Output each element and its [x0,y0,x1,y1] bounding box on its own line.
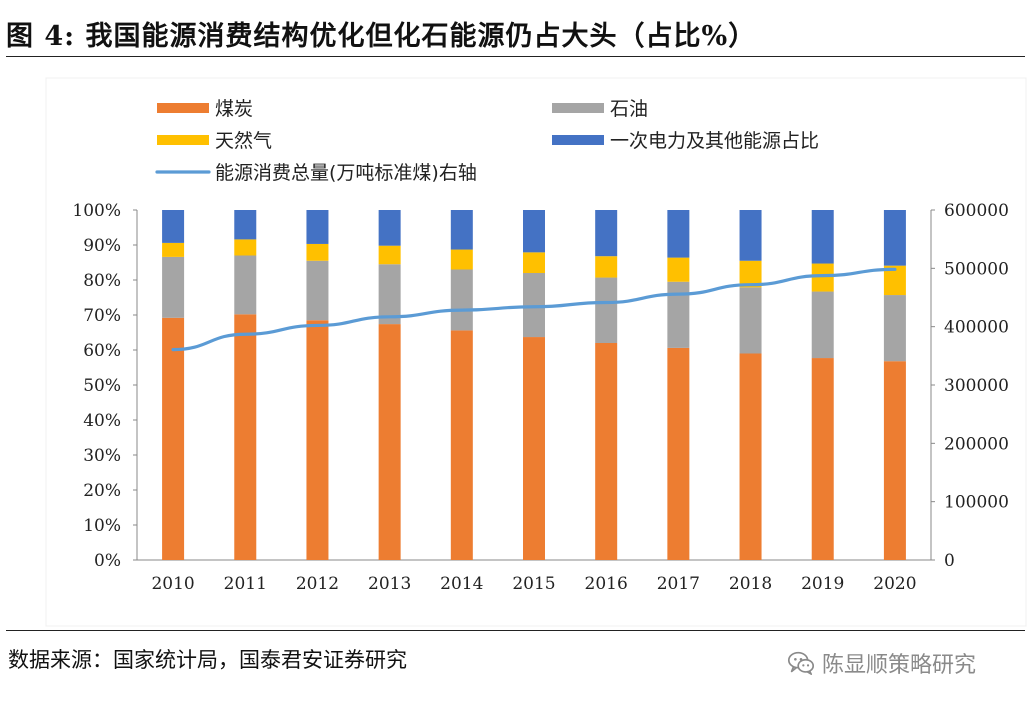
line-series-energy-consumption [171,267,897,352]
x-tick-label: 2014 [440,574,483,594]
y-right-tick-label: 200000 [944,434,1009,454]
bar-segment [595,277,618,343]
y-right-tick-label: 400000 [944,318,1009,338]
bar-segment [595,343,618,560]
bar-segment [811,263,834,292]
bar-segment [378,210,401,246]
y-left-tick-label: 10% [83,516,121,536]
bar-segment [450,249,473,270]
y-left-tick-label: 100% [72,201,121,221]
chart-area: 0% 10% 20% 30% 40% 50% 60% 70% 80% 90% 100% 0 100000… [0,60,1029,628]
bar-segment [162,256,185,318]
bar-segment [234,314,257,560]
legend-swatch [552,135,604,145]
bar-segment [523,252,545,273]
bar-segment [523,210,545,253]
x-tick-label: 2018 [729,574,772,594]
bar-segment [811,358,834,560]
bar-segment [883,210,906,266]
x-tick-label: 2011 [224,574,267,594]
bottom-rule [6,630,1025,631]
bar-segment [306,210,329,244]
bar-segment [450,269,473,331]
bar-segment [234,239,257,256]
bar-segment [811,291,834,359]
figure-title: 图 4: 我国能源消费结构优化但化石能源仍占大头（占比%） [6,21,757,52]
x-tick-label: 2017 [657,574,700,594]
bar-segment [739,210,762,261]
y-right-tick-label: 500000 [944,259,1009,279]
bar-segment [667,210,690,258]
bar-segment [667,281,690,348]
legend-label: 天然气 [215,130,272,152]
bar-segment [306,320,329,560]
x-tick-label: 2012 [296,574,339,594]
y-left-tick-label: 80% [83,271,121,291]
y-right-tick-label: 300000 [944,376,1009,396]
bar-segment [234,255,257,315]
bar-segment [667,347,690,560]
wechat-icon [787,651,815,675]
y-right-tick-label: 0 [944,551,955,571]
stacked-bar-chart: 0% 10% 20% 30% 40% 50% 60% 70% 80% 90% 100% 0 100000… [45,77,1027,627]
legend-label: 能源消费总量(万吨标准煤)右轴 [215,162,477,184]
legend-swatch [157,103,209,113]
legend-label: 一次电力及其他能源占比 [610,130,819,152]
bar-segment [450,330,473,560]
y-right-tick-label: 100000 [944,493,1009,513]
bar-segment [234,210,257,240]
source-note: 数据来源：国家统计局，国泰君安证券研究 [8,648,407,672]
bar-segment [450,210,473,250]
bar-segment [811,210,834,264]
x-tick-label: 2016 [585,574,628,594]
bar-segment [162,242,185,257]
x-tick-label: 2013 [368,574,411,594]
bar-segment [378,264,401,325]
bar-segment [883,295,906,362]
bar-segment [883,361,906,560]
bar-segment [595,256,618,278]
bar-segment [162,317,185,560]
bar-segment [523,273,545,338]
legend-swatch [552,103,604,113]
bar-segment [306,243,329,261]
legend-label: 石油 [610,98,648,120]
y-right-tick-label: 600000 [944,201,1009,221]
top-rule [6,56,1025,57]
bar-segment [739,353,762,560]
bar-segment [595,210,618,257]
y-left-tick-label: 20% [83,481,121,501]
x-tick-label: 2019 [801,574,844,594]
bar-segment [378,324,401,560]
y-left-tick-label: 50% [83,376,121,396]
watermark: 陈显顺策略研究 [786,646,976,680]
bar-segment [883,265,906,296]
y-left-tick-label: 60% [83,341,121,361]
y-left-tick-label: 0% [94,551,121,571]
bar-segment [162,210,185,243]
y-left-tick-label: 70% [83,306,121,326]
bar-segment [739,260,762,288]
y-left-tick-label: 40% [83,411,121,431]
bar-segment [667,257,690,282]
legend-swatch [157,135,209,145]
bar-segment [739,287,762,354]
bar-segment [523,337,545,560]
bar-segment [378,245,401,265]
y-left-tick-label: 30% [83,446,121,466]
legend-label: 煤炭 [215,98,253,120]
y-left-tick-label: 90% [83,236,121,256]
bar-segment [306,260,329,321]
x-tick-label: 2010 [151,574,194,594]
x-tick-label: 2015 [512,574,555,594]
watermark-text: 陈显顺策略研究 [822,653,977,678]
x-tick-label: 2020 [873,574,916,594]
